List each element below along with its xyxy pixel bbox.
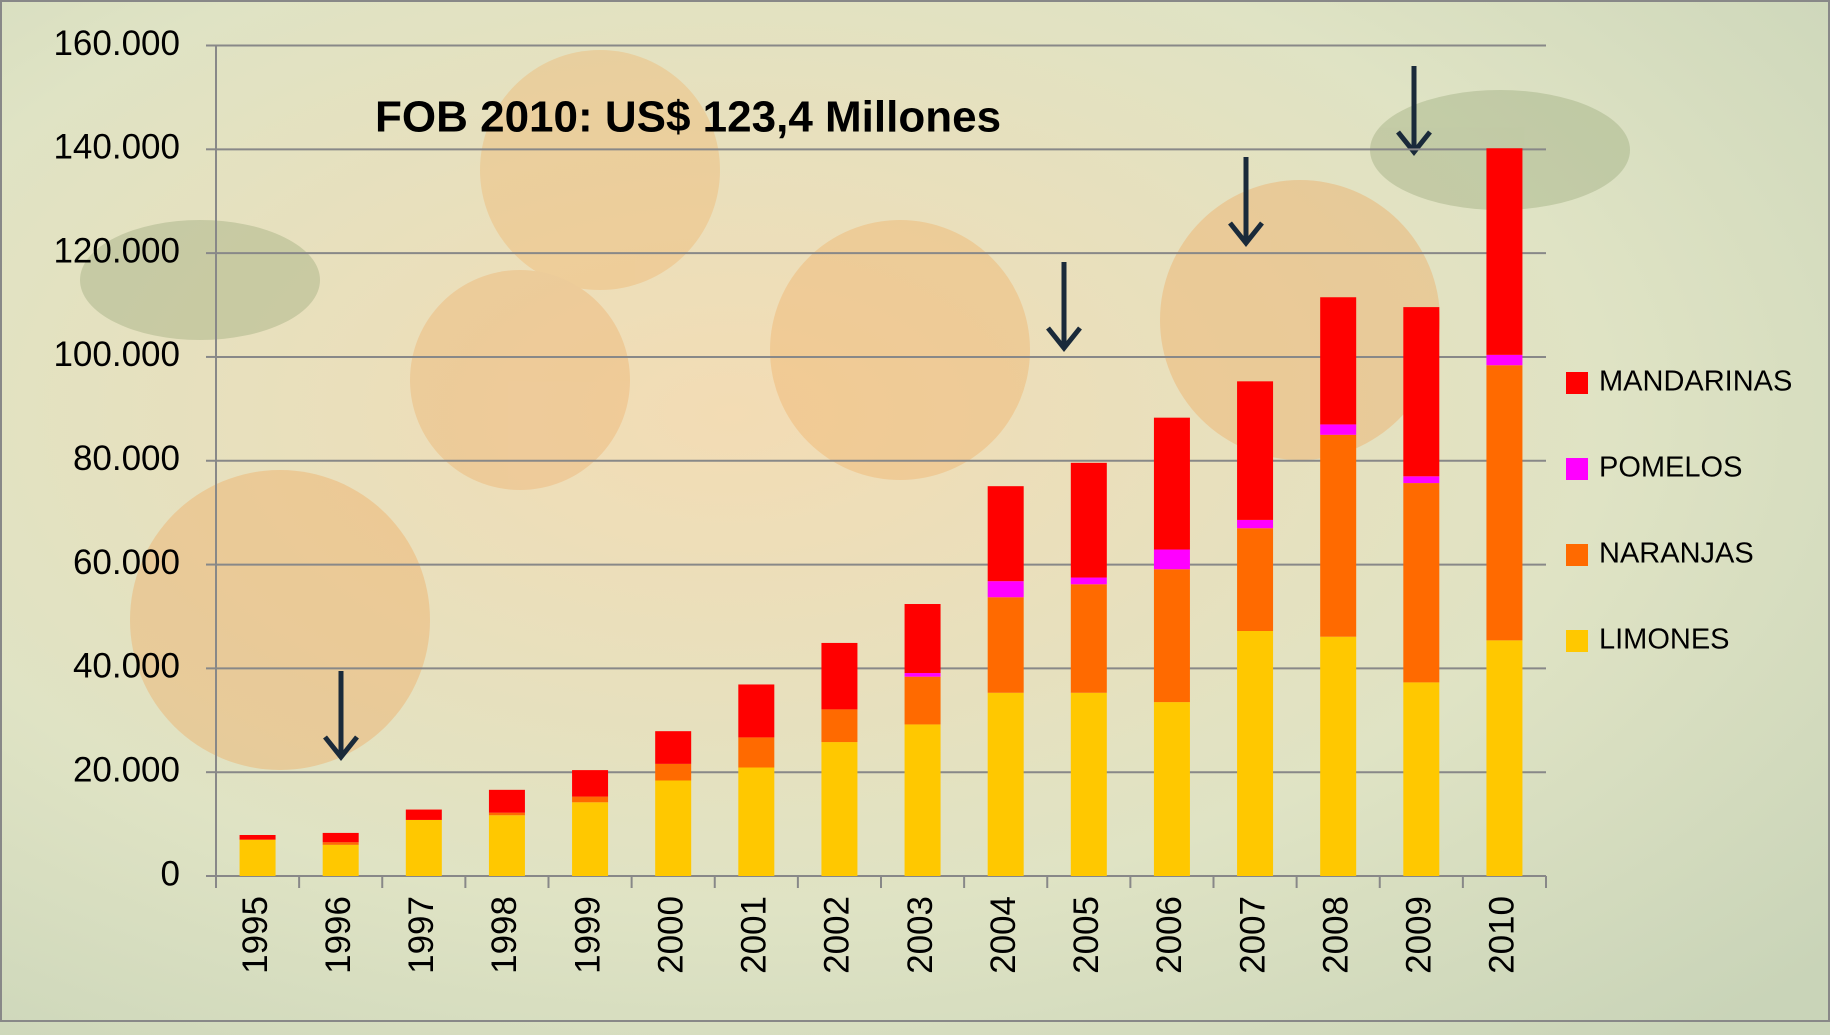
bar-segment bbox=[572, 802, 609, 876]
x-tick-label: 2010 bbox=[1483, 896, 1522, 974]
x-tick-label: 2000 bbox=[651, 896, 690, 974]
bar-segment bbox=[572, 770, 609, 797]
x-tick-label: 2005 bbox=[1067, 896, 1106, 974]
x-tick-label: 2002 bbox=[818, 896, 857, 974]
bar-segment bbox=[904, 676, 941, 725]
bar-segment bbox=[1403, 476, 1440, 484]
bar-segment bbox=[488, 812, 525, 816]
legend-swatch bbox=[1566, 544, 1588, 566]
bar-segment bbox=[1320, 636, 1357, 876]
bar-segment bbox=[1320, 434, 1357, 637]
bar-segment bbox=[904, 604, 941, 674]
bar-segment bbox=[1403, 682, 1440, 876]
bar-segment bbox=[904, 724, 941, 876]
bar-segment bbox=[1237, 528, 1274, 632]
bar-segment bbox=[488, 815, 525, 876]
x-tick-label: 2009 bbox=[1400, 896, 1439, 974]
x-tick-label: 2001 bbox=[735, 896, 774, 974]
legend-swatch bbox=[1566, 372, 1588, 394]
legend-label: MANDARINAS bbox=[1599, 366, 1792, 398]
x-tick-label: 2003 bbox=[901, 896, 940, 974]
bar-segment bbox=[1153, 569, 1190, 703]
bar-segment bbox=[987, 692, 1024, 876]
legend-swatch bbox=[1566, 630, 1588, 652]
bar-segment bbox=[405, 819, 442, 876]
y-tick-label: 120.000 bbox=[53, 231, 180, 270]
y-tick-label: 140.000 bbox=[53, 128, 180, 167]
bar-segment bbox=[1486, 148, 1523, 355]
legend-label: POMELOS bbox=[1599, 452, 1742, 484]
bar-segment bbox=[738, 737, 775, 768]
x-tick-label: 1996 bbox=[319, 896, 358, 974]
bar-segment bbox=[738, 684, 775, 738]
x-tick-label: 1999 bbox=[568, 896, 607, 974]
x-tick-label: 2006 bbox=[1150, 896, 1189, 974]
legend-label: NARANJAS bbox=[1599, 538, 1754, 570]
arrows bbox=[323, 66, 1432, 762]
bar-segment bbox=[655, 763, 692, 781]
bar-segment bbox=[1237, 631, 1274, 876]
bar-segment bbox=[655, 780, 692, 876]
bar-segment bbox=[322, 842, 359, 845]
bar-segment bbox=[572, 796, 609, 803]
bar-segment bbox=[987, 581, 1024, 598]
bar-segment bbox=[1320, 424, 1357, 435]
y-tick-label: 60.000 bbox=[73, 543, 180, 582]
bar-segment bbox=[1486, 354, 1523, 366]
bar-segment bbox=[405, 809, 442, 820]
bar-segment bbox=[239, 839, 276, 876]
bar-segment bbox=[1403, 307, 1440, 477]
y-tick-label: 160.000 bbox=[53, 24, 180, 63]
bar-segment bbox=[1070, 584, 1107, 693]
bar-segment bbox=[821, 709, 858, 743]
legend-swatch bbox=[1566, 458, 1588, 480]
y-tick-label: 40.000 bbox=[73, 647, 180, 686]
bar-segment bbox=[1320, 297, 1357, 425]
bar-segment bbox=[1486, 365, 1523, 641]
bar-segment bbox=[655, 731, 692, 764]
x-tick-label: 2004 bbox=[984, 896, 1023, 974]
bar-segment bbox=[987, 486, 1024, 582]
x-tick-label: 1998 bbox=[485, 896, 524, 974]
x-tick-label: 2008 bbox=[1316, 896, 1355, 974]
bar-segment bbox=[1070, 692, 1107, 876]
bar-segment bbox=[821, 642, 858, 710]
bar-segment bbox=[1403, 483, 1440, 683]
x-tick-label: 1997 bbox=[402, 896, 441, 974]
bar-segment bbox=[322, 832, 359, 843]
bar-segment bbox=[239, 834, 276, 840]
y-tick-label: 0 bbox=[161, 854, 180, 893]
bar-segment bbox=[821, 742, 858, 876]
bar-segment bbox=[987, 597, 1024, 693]
legend-label: LIMONES bbox=[1599, 624, 1730, 656]
bar-segment bbox=[488, 789, 525, 813]
bar-segment bbox=[1070, 462, 1107, 578]
x-tick-label: 1995 bbox=[236, 896, 275, 974]
bar-segment bbox=[1237, 381, 1274, 520]
bar-segment bbox=[1486, 640, 1523, 876]
bar-segment bbox=[1237, 519, 1274, 529]
y-tick-label: 80.000 bbox=[73, 439, 180, 478]
bar-segment bbox=[1153, 549, 1190, 570]
y-tick-label: 20.000 bbox=[73, 750, 180, 789]
chart-title: FOB 2010: US$ 123,4 Millones bbox=[375, 93, 1001, 142]
bar-segment bbox=[322, 844, 359, 876]
bar-segment bbox=[1153, 417, 1190, 550]
bar-segment bbox=[904, 673, 941, 677]
background-fruit bbox=[80, 50, 1630, 770]
x-tick-label: 2007 bbox=[1233, 896, 1272, 974]
bar-segment bbox=[738, 767, 775, 876]
y-tick-label: 100.000 bbox=[53, 335, 180, 374]
bar-segment bbox=[1153, 702, 1190, 876]
bar-segment bbox=[1070, 577, 1107, 585]
